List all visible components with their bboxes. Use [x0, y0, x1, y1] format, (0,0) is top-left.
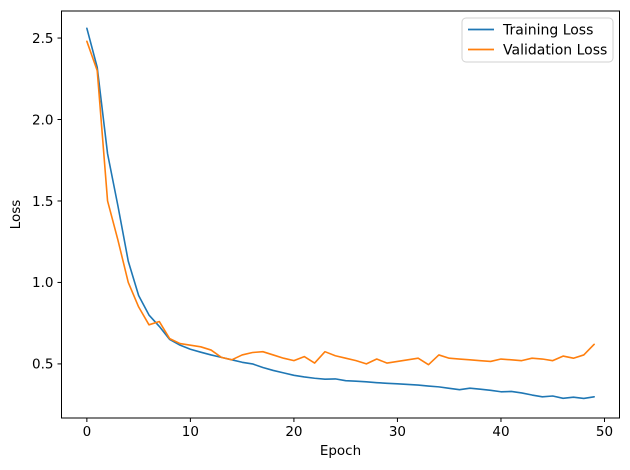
y-tick-label: 2.5	[32, 31, 53, 47]
x-tick-label: 40	[492, 424, 509, 440]
legend: Training Loss Validation Loss	[461, 17, 614, 63]
x-tick-label: 20	[285, 424, 302, 440]
plot-border	[61, 10, 620, 419]
y-axis-label: Loss	[8, 200, 24, 230]
legend-label-training: Training Loss	[502, 22, 593, 38]
x-axis-label: Epoch	[320, 443, 361, 459]
x-tick-label: 30	[389, 424, 406, 440]
x-tick-label: 50	[596, 424, 613, 440]
validation-loss-line	[86, 40, 595, 366]
y-tick-label: 0.5	[32, 357, 53, 373]
legend-frame	[461, 17, 614, 63]
x-tick-label: 0	[83, 424, 92, 440]
y-tick-label: 1.0	[32, 275, 53, 291]
x-tick-label: 10	[182, 424, 199, 440]
y-tick-label: 1.5	[32, 194, 53, 210]
y-tick-label: 2.0	[32, 112, 53, 128]
legend-label-validation: Validation Loss	[503, 42, 607, 58]
training-loss-line	[86, 27, 595, 400]
axis-ticks: 0 10 20 30 40 50 0.5 1.0 1.5 2.0 2.5	[32, 31, 613, 440]
